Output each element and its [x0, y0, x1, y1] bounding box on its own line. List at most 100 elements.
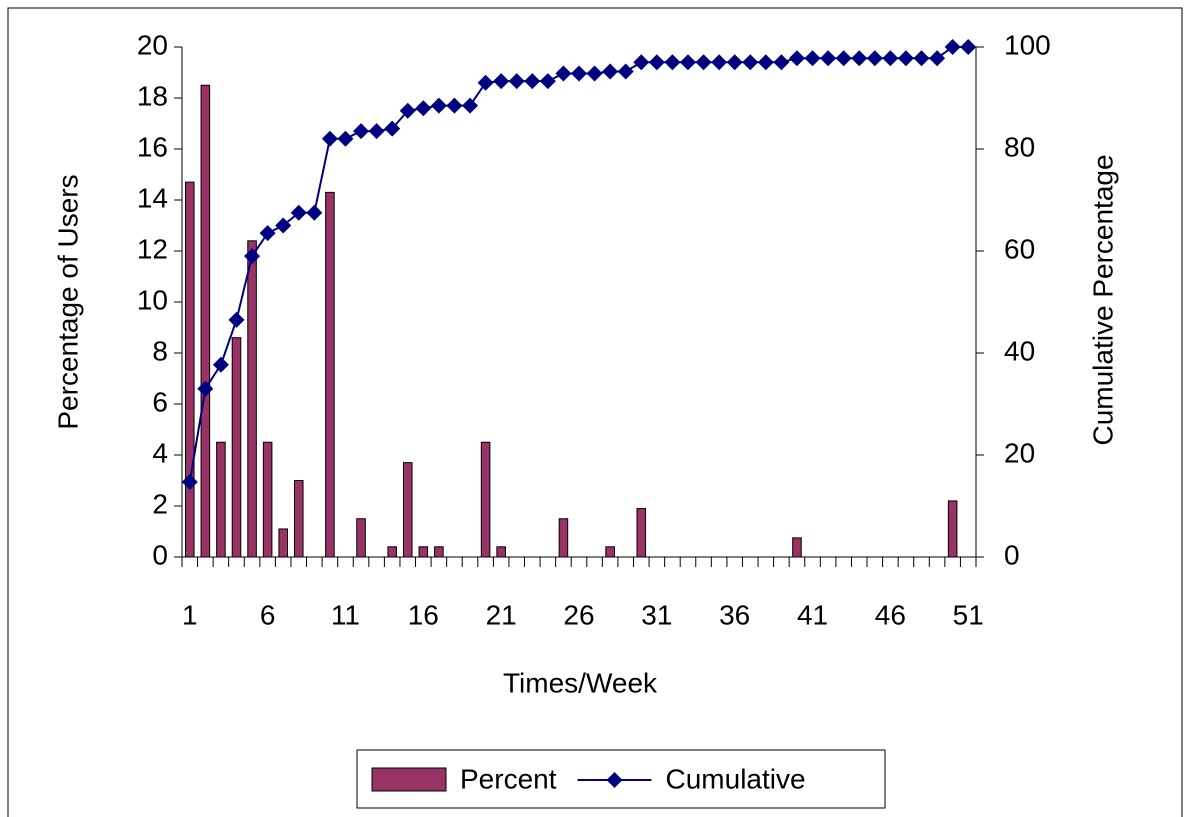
marker [462, 97, 479, 114]
marker [384, 120, 401, 137]
y2-tick-label: 0 [1004, 539, 1020, 570]
marker [617, 63, 634, 80]
y2-tick-label: 20 [1004, 437, 1035, 468]
marker [181, 474, 198, 491]
y2-tick-label: 80 [1004, 131, 1035, 162]
legend-swatch [371, 767, 447, 792]
bar [947, 500, 958, 558]
x-tick-label: 46 [875, 599, 906, 630]
legend-marker [606, 772, 623, 788]
bar [247, 240, 257, 558]
marker [259, 225, 276, 242]
y-tick-label: 12 [137, 233, 168, 264]
marker [882, 50, 899, 67]
marker [913, 50, 930, 67]
bar [402, 462, 413, 558]
marker [555, 65, 572, 82]
marker [820, 50, 837, 67]
marker [679, 54, 696, 71]
x-tick-label: 6 [260, 599, 276, 630]
legend-label: Percent [460, 763, 557, 794]
marker [960, 39, 977, 55]
marker [851, 50, 868, 67]
y-tick-label: 2 [152, 488, 168, 519]
x-tick-label: 11 [331, 599, 360, 630]
y-axis-title: Percentage of Users [52, 174, 83, 429]
marker [524, 73, 541, 90]
marker [695, 54, 712, 71]
marker [788, 50, 805, 67]
marker [633, 54, 650, 71]
marker [415, 100, 432, 117]
x-axis-title: Times/Week [503, 667, 658, 698]
bar [496, 546, 506, 558]
bar [231, 337, 242, 558]
x-tick-label: 41 [797, 599, 828, 630]
marker [477, 74, 494, 91]
marker [539, 73, 556, 90]
marker [508, 73, 525, 90]
bar [293, 480, 304, 558]
marker [757, 54, 774, 71]
y-tick-label: 4 [152, 437, 168, 468]
y2-tick-label: 60 [1004, 233, 1035, 264]
line [188, 46, 969, 483]
bar [262, 441, 273, 558]
y-tick-label: 16 [137, 131, 168, 162]
marker [648, 54, 665, 71]
x-tick-label: 26 [563, 599, 594, 630]
marker [929, 50, 946, 67]
marker [446, 97, 463, 114]
marker [773, 54, 790, 71]
bar [216, 441, 226, 558]
marker [368, 123, 385, 140]
bar [325, 191, 335, 558]
bar [387, 546, 397, 558]
y-tick-label: 8 [152, 335, 168, 366]
marker [742, 54, 759, 71]
y-tick-label: 14 [137, 182, 168, 213]
bar [185, 181, 195, 558]
y-tick-label: 18 [137, 80, 168, 111]
bar [605, 546, 615, 558]
marker [337, 130, 354, 147]
bar [278, 528, 288, 558]
marker [602, 63, 619, 80]
x-tick-label: 51 [953, 599, 984, 630]
marker [275, 217, 292, 234]
marker [228, 311, 245, 328]
bar [200, 84, 211, 558]
marker [711, 54, 728, 71]
marker [212, 356, 229, 373]
marker [944, 39, 961, 55]
marker [197, 380, 214, 397]
x-tick-label: 16 [408, 599, 439, 630]
bar [558, 518, 569, 558]
x-tick-label: 21 [486, 599, 517, 630]
marker [866, 50, 883, 67]
marker [664, 54, 681, 71]
marker [353, 123, 370, 140]
y2-tick-label: 100 [1004, 29, 1051, 60]
legend-label: Cumulative [666, 763, 806, 794]
bar [418, 546, 429, 558]
x-tick-label: 1 [182, 599, 198, 630]
y2-axis-title: Cumulative Percentage [1087, 154, 1118, 445]
bar [434, 546, 444, 558]
y-tick-label: 6 [152, 386, 168, 417]
marker [399, 102, 416, 119]
y-tick-label: 0 [152, 539, 168, 570]
marker [571, 65, 587, 82]
bar [480, 441, 491, 558]
marker [430, 97, 447, 114]
bar [356, 518, 366, 558]
y2-tick-label: 40 [1004, 335, 1035, 366]
x-tick-label: 31 [641, 599, 672, 630]
marker [321, 130, 338, 147]
marker [493, 73, 510, 90]
y-tick-label: 20 [137, 29, 168, 60]
y-tick-label: 10 [137, 284, 168, 315]
x-tick-label: 36 [719, 599, 750, 630]
marker [835, 50, 852, 67]
